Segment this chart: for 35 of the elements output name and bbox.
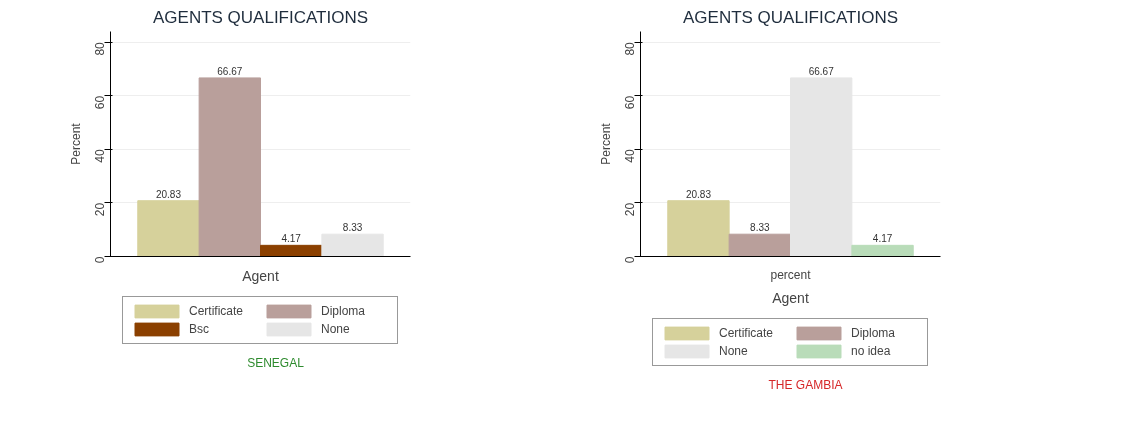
legend-label: Diploma [321,304,366,318]
data-label: 8.33 [342,222,363,234]
y-tick-label: 40 [623,149,637,163]
data-label: 8.33 [750,222,770,234]
legend-label: None [321,322,351,336]
chart-title: AGENTS QUALIFICATIONS [152,7,369,27]
y-axis-title: Percent [68,122,83,165]
y-tick-label: 20 [623,202,637,217]
data-label: 66.67 [808,65,835,77]
legend-label: Bsc [189,322,210,336]
y-tick-label: 40 [93,149,107,163]
data-label: 66.67 [217,65,243,77]
text: THE GAMBIA [768,377,843,392]
y-tick-label: 60 [623,95,637,110]
legend-label: None [719,344,749,358]
x-axis-title: Agent [772,289,809,306]
y-tick-label: 0 [93,256,107,264]
x-tick-label: percent [770,267,812,282]
y-tick-label: 20 [93,202,107,217]
data-label: 20.83 [685,188,712,200]
legend-label: Certificate [719,326,775,340]
legend-label: no idea [851,344,892,358]
legend-label: Diploma [851,326,896,340]
chart-title: AGENTS QUALIFICATIONS [682,7,899,27]
y-tick-label: 0 [623,256,637,264]
x-axis-title: Agent [242,267,279,284]
data-label: 4.17 [872,233,893,245]
y-tick-label: 80 [93,41,107,56]
y-tick-label: 80 [623,41,637,56]
y-axis-title: Percent [598,122,613,165]
y-tick-label: 60 [93,95,107,110]
data-label: 20.83 [155,188,182,200]
text: SENEGAL [247,355,305,370]
data-label: 4.17 [281,233,302,245]
legend-label: Certificate [189,304,245,318]
